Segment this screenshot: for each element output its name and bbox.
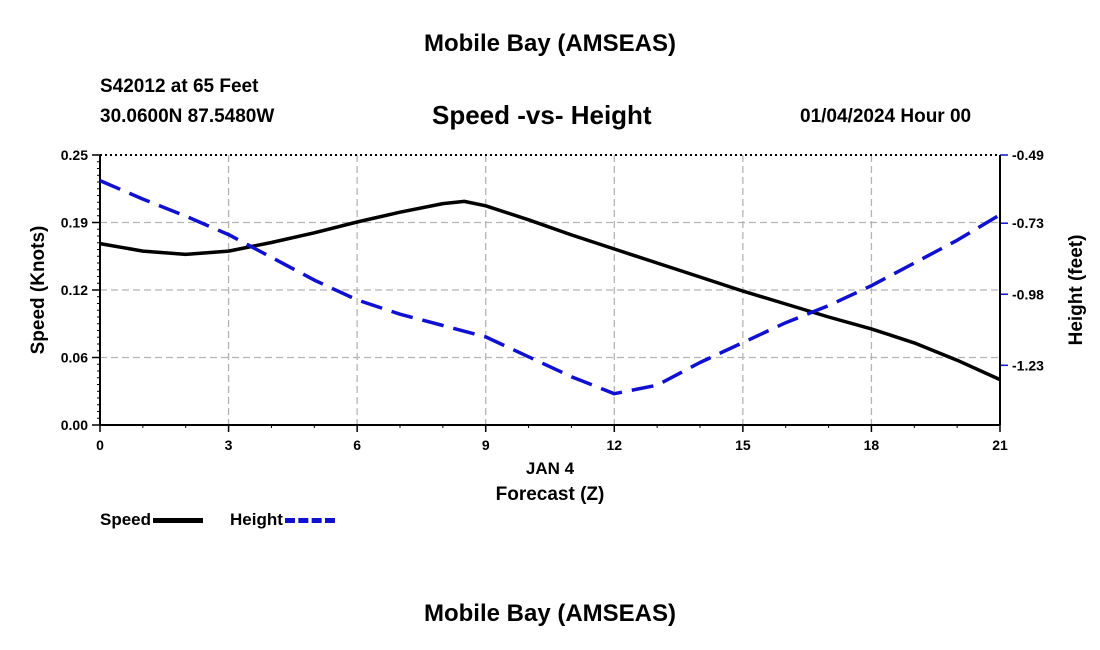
y2-tick-label: -0.49 <box>1012 147 1044 163</box>
x-tick-label: 12 <box>606 437 622 453</box>
x-tick-label: 18 <box>864 437 880 453</box>
x-tick-label: 3 <box>225 437 233 453</box>
footer-title: Mobile Bay (AMSEAS) <box>423 600 677 627</box>
legend-height-swatch <box>284 517 335 523</box>
x-tick-label: 0 <box>96 437 104 453</box>
y2-axis-label: Height (feet) <box>1066 235 1087 346</box>
y2-tick-label: -0.73 <box>1012 215 1044 231</box>
y-tick-label: 0.25 <box>61 147 88 163</box>
legend-height: Height <box>230 510 335 530</box>
y2-tick-label: -1.23 <box>1012 357 1044 373</box>
legend-speed-swatch <box>153 517 204 523</box>
legend-speed-label: Speed <box>100 510 152 529</box>
coordinates-label: 30.0600N 87.5480W <box>100 106 275 127</box>
page-title: Mobile Bay (AMSEAS) <box>423 30 677 57</box>
y2-tick-label: -0.98 <box>1012 286 1044 302</box>
y-tick-label: 0.19 <box>61 215 88 231</box>
series-speed-line <box>99 199 1001 382</box>
y-tick-label: 0.12 <box>61 282 88 298</box>
x-tick-label: 6 <box>353 437 361 453</box>
x-tick-label: 15 <box>735 437 751 453</box>
legend-height-label: Height <box>230 510 283 529</box>
y-tick-label: 0.00 <box>61 417 88 433</box>
x-tick-label: 9 <box>482 437 490 453</box>
y-axis-label: Speed (Knots) <box>28 226 49 355</box>
x-axis-label: Forecast (Z) <box>496 484 605 505</box>
chart-title: Speed -vs- Height <box>432 100 652 130</box>
forecast-datetime: 01/04/2024 Hour 00 <box>800 106 972 127</box>
y-tick-label: 0.06 <box>61 350 88 366</box>
series-height-line <box>99 178 1001 396</box>
station-label: S42012 at 65 Feet <box>100 76 259 97</box>
legend-speed: Speed <box>100 510 204 530</box>
x-axis-date-label: JAN 4 <box>526 459 575 478</box>
x-tick-label: 21 <box>992 437 1008 453</box>
